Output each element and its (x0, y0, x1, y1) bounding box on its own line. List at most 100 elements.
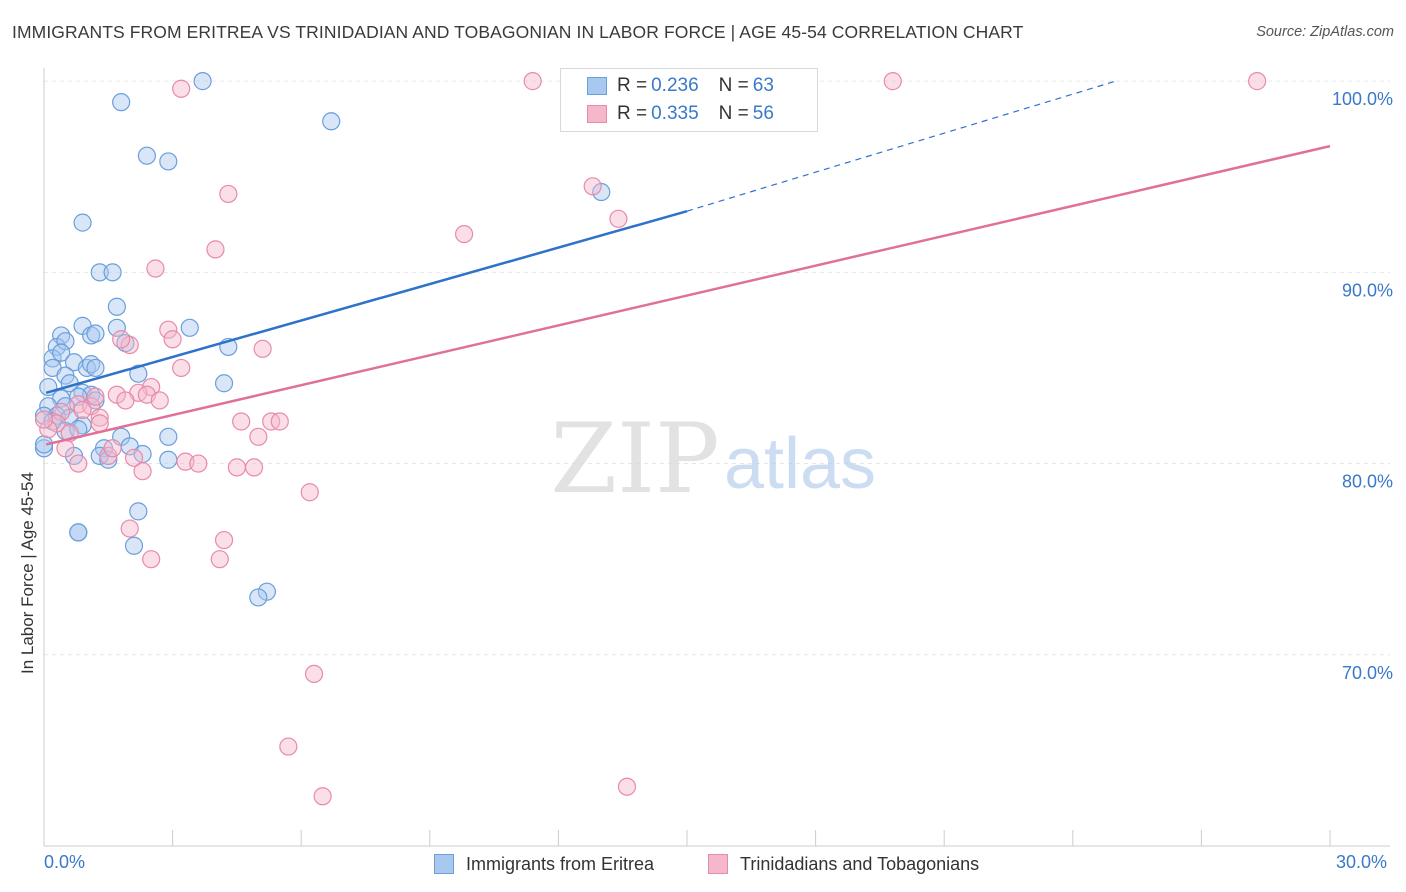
data-point-trinidad (142, 550, 161, 569)
data-point-trinidad (133, 462, 152, 481)
legend-r-key: R = (617, 75, 648, 96)
data-point-trinidad (86, 387, 105, 406)
data-point-trinidad (219, 184, 238, 204)
bottom-legend-label-trinidad: Trinidadians and Tobagonians (740, 853, 980, 874)
data-point-trinidad (124, 448, 144, 467)
data-point-eritrea (107, 297, 126, 316)
bottom-legend-swatch-blue (434, 854, 454, 874)
y-tick-label: 70.0% (1342, 663, 1393, 683)
x-tick-label-min: 0.0% (44, 852, 86, 872)
legend-r-value: 0.335 (651, 103, 699, 124)
data-point-eritrea (103, 263, 122, 282)
data-point-trinidad (617, 777, 637, 796)
data-point-trinidad (172, 358, 191, 378)
watermark: ZIP atlas (550, 403, 876, 515)
grid-lines (44, 80, 1390, 656)
x-tick-label-max: 30.0% (1336, 852, 1388, 872)
legend-swatch-pink (587, 105, 607, 123)
data-point-trinidad (90, 408, 109, 427)
legend-n-value: 63 (752, 75, 774, 96)
data-point-eritrea (159, 427, 178, 446)
legend-row-trinidad: R = 0.335 N = 56 (587, 102, 774, 126)
data-point-trinidad (300, 483, 319, 502)
legend-n-key: N = (718, 75, 749, 96)
data-point-trinidad (159, 320, 178, 339)
legend-swatch-blue (587, 77, 607, 95)
data-point-eritrea (180, 318, 199, 337)
data-point-trinidad (304, 664, 324, 684)
data-point-eritrea (137, 146, 156, 165)
data-point-eritrea (69, 523, 88, 542)
data-point-trinidad (232, 412, 251, 431)
y-tick-label: 100.0% (1332, 89, 1393, 109)
data-point-trinidad (189, 454, 208, 473)
data-point-trinidad (52, 402, 71, 422)
data-point-trinidad (454, 224, 474, 244)
legend-row-eritrea: R = 0.236 N = 63 (587, 74, 774, 98)
data-point-eritrea (99, 450, 118, 469)
data-point-eritrea (52, 343, 71, 362)
trend-line-eritrea-extension (686, 80, 1116, 212)
y-tick-labels: 70.0% 80.0% 90.0% 100.0% (1332, 89, 1393, 683)
data-point-eritrea (86, 324, 105, 343)
data-point-trinidad (1248, 72, 1267, 91)
data-point-eritrea (90, 263, 109, 282)
data-point-eritrea (249, 588, 268, 607)
data-point-trinidad (172, 79, 191, 98)
y-axis-label: In Labor Force | Age 45-54 (18, 472, 37, 674)
data-point-eritrea (159, 152, 178, 171)
source-label: Source: ZipAtlas.com (1256, 24, 1394, 40)
y-tick-label: 90.0% (1342, 280, 1393, 300)
data-point-trinidad (210, 550, 229, 569)
data-point-eritrea (193, 72, 212, 91)
data-point-trinidad (244, 458, 264, 477)
data-point-eritrea (129, 502, 148, 521)
bottom-legend-eritrea: Immigrants from Eritrea (434, 852, 654, 876)
trend-line-eritrea (45, 209, 688, 395)
data-point-trinidad (214, 530, 234, 550)
data-point-eritrea (112, 93, 131, 112)
bottom-legend-swatch-pink (708, 854, 728, 874)
trend-lines (45, 80, 1331, 446)
data-point-eritrea (322, 112, 341, 131)
data-point-eritrea (107, 318, 126, 337)
data-point-eritrea (73, 213, 92, 232)
data-point-eritrea (159, 450, 178, 469)
data-point-eritrea (86, 358, 105, 378)
data-point-trinidad (279, 737, 298, 756)
bottom-legend-trinidad: Trinidadians and Tobagonians (708, 852, 979, 876)
legend-r-value: 0.236 (651, 75, 699, 96)
data-point-trinidad (313, 787, 332, 806)
data-point-trinidad (249, 427, 268, 446)
legend-n-key: N = (718, 103, 749, 124)
data-point-eritrea (214, 374, 234, 393)
data-point-trinidad (146, 259, 165, 278)
watermark-zip: ZIP (550, 403, 719, 515)
data-point-trinidad (112, 330, 131, 349)
y-tick-label: 80.0% (1342, 472, 1393, 492)
legend-r-key: R = (617, 103, 648, 124)
data-point-trinidad (206, 240, 225, 259)
bottom-legend-label-eritrea: Immigrants from Eritrea (466, 853, 655, 874)
data-point-trinidad (39, 420, 58, 439)
data-point-eritrea (129, 364, 148, 383)
data-point-trinidad (583, 177, 602, 196)
data-point-eritrea (56, 332, 75, 351)
data-point-trinidad (523, 72, 542, 91)
chart-title: IMMIGRANTS FROM ERITREA VS TRINIDADIAN A… (12, 22, 1024, 42)
watermark-atlas: atlas (724, 424, 876, 504)
data-point-trinidad (120, 519, 139, 538)
data-point-eritrea (124, 536, 144, 555)
data-point-trinidad (163, 330, 182, 349)
data-point-trinidad (150, 391, 169, 410)
data-point-trinidad (73, 400, 92, 420)
data-point-trinidad (253, 339, 272, 358)
data-point-trinidad (227, 458, 246, 477)
data-point-trinidad (34, 410, 54, 429)
correlation-legend: R = 0.236 N = 63 R = 0.335 N = 56 (560, 68, 818, 132)
data-point-trinidad (883, 72, 902, 91)
data-point-trinidad (609, 209, 628, 228)
trend-line-trinidad (45, 144, 1331, 446)
data-point-trinidad (103, 439, 122, 458)
